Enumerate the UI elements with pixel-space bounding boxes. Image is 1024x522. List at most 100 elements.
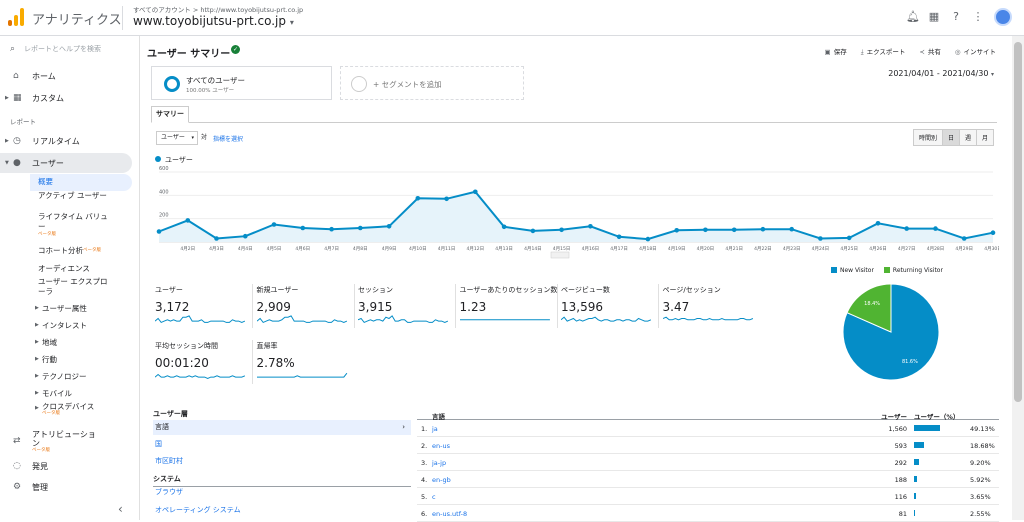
account-breadcrumb[interactable]: すべてのアカウント > http://www.toyobijutsu-prt.c…	[133, 6, 304, 14]
sidebar-item-custom[interactable]: ▶ ▦ カスタム	[5, 93, 64, 103]
data-point	[214, 236, 219, 241]
metric-tile[interactable]: ユーザーあたりのセッション数 1.23	[459, 284, 560, 328]
metric-selector[interactable]: ユーザー ▾	[156, 131, 198, 145]
data-point	[933, 226, 938, 231]
visitor-pie-chart: 81.6% 18.4%	[842, 283, 940, 381]
metric-tile[interactable]: ページビュー数 13,596	[561, 284, 661, 328]
report-actions: ▣ 保存 ⤓ エクスポート ≺ 共有 ◎ インサイト	[825, 46, 996, 57]
data-point	[444, 196, 449, 202]
scrollbar-thumb[interactable]	[1014, 42, 1022, 402]
language-link[interactable]: en-gb	[432, 476, 451, 484]
x-tick-label: 4月24日	[812, 246, 830, 252]
sidebar-item-geo[interactable]: ▶ 地域	[35, 338, 57, 347]
data-point	[674, 228, 679, 233]
sidebar-item-users[interactable]: ▼ ● ユーザー	[0, 153, 132, 173]
sidebar-item-realtime[interactable]: ▶ ◷ リアルタイム	[5, 136, 80, 146]
sidebar-item-technology[interactable]: ▶ テクノロジー	[35, 372, 87, 381]
language-link[interactable]: c	[432, 493, 436, 501]
collapse-sidebar-icon[interactable]: ‹	[118, 502, 123, 516]
granularity-day[interactable]: 日	[942, 130, 960, 145]
legend-swatch	[883, 267, 890, 273]
granularity-week[interactable]: 週	[959, 130, 977, 145]
users-pct: 18.68%	[970, 442, 995, 450]
sidebar-item-active-users[interactable]: アクティブ ユーザー	[38, 191, 107, 200]
date-range-value: 2021/04/01 - 2021/04/30	[888, 69, 989, 78]
apps-grid-icon[interactable]: ▦	[928, 10, 940, 23]
x-tick-label: 4月23日	[783, 246, 801, 252]
sidebar-item-cross-device[interactable]: ▶ クロスデバイス ベータ版	[35, 402, 95, 416]
x-tick-label: 4月11日	[438, 246, 456, 252]
users-pct: 5.92%	[970, 476, 991, 484]
export-button[interactable]: ⤓ エクスポート	[860, 48, 906, 56]
save-button[interactable]: ▣ 保存	[824, 48, 847, 56]
y-tick-label: 400	[159, 189, 169, 195]
chevron-down-icon: ▾	[990, 71, 994, 78]
sidebar-item-lifetime-value[interactable]: ライフタイム バリュー ベータ版	[38, 212, 108, 237]
users-count: 1,560	[888, 425, 907, 433]
divider	[122, 6, 123, 30]
help-icon[interactable]: ?	[953, 10, 959, 23]
col-users[interactable]: ユーザー	[881, 413, 907, 421]
main-content: ユーザー サマリー ✓ ▣ 保存 ⤓ エクスポート ≺ 共有 ◎ インサイト すべてのユ…	[141, 36, 1012, 522]
analytics-logo[interactable]	[8, 8, 24, 26]
metric-tile[interactable]: 平均セッション時間 00:01:20	[155, 340, 255, 384]
sidebar-item-cohort[interactable]: コホート分析ベータ版	[38, 246, 101, 255]
search-input[interactable]: レポートとヘルプを検索	[24, 45, 102, 53]
dimension-country[interactable]: 国	[155, 440, 162, 448]
metric-value: 2.78%	[256, 356, 295, 370]
language-link[interactable]: ja-jp	[432, 459, 447, 467]
caret-right-icon: ▶	[35, 405, 39, 411]
row-index: 2.	[421, 442, 428, 450]
sidebar-search[interactable]: ⌕ レポートとヘルプを検索	[10, 44, 101, 54]
metric-tile[interactable]: 直帰率 2.78%	[256, 340, 357, 384]
sidebar-item-user-explorer[interactable]: ユーザー エクスプローラ	[38, 277, 108, 296]
date-range-picker[interactable]: 2021/04/01 - 2021/04/30 ▾	[888, 69, 994, 78]
dimension-browser[interactable]: ブラウザ	[155, 488, 183, 496]
beta-badge: ベータ版	[42, 411, 60, 416]
x-tick-label: 4月2日	[180, 246, 195, 252]
language-link[interactable]: en-us	[432, 442, 450, 450]
page-scrollbar[interactable]	[1012, 36, 1024, 520]
add-segment-button[interactable]: + セグメントを追加	[340, 66, 524, 100]
sidebar-item-behavior[interactable]: ▶ 行動	[35, 355, 57, 364]
metric-sparkline	[256, 315, 347, 324]
insights-button[interactable]: ◎ インサイト	[954, 48, 996, 56]
attribution-icon: ⇄	[13, 436, 21, 446]
granularity-month[interactable]: 月	[976, 130, 993, 145]
granularity-hour[interactable]: 時間別	[913, 130, 943, 145]
series-area	[159, 191, 993, 242]
segment-all-users[interactable]: すべてのユーザー 100.00% ユーザー	[151, 66, 332, 100]
account-selector[interactable]: www.toyobijutsu-prt.co.jp ▾	[133, 14, 294, 28]
dimension-os[interactable]: オペレーティング システム	[155, 506, 241, 514]
sidebar-item-user-attributes[interactable]: ▶ ユーザー属性	[35, 304, 87, 313]
tab-summary[interactable]: サマリー	[151, 106, 189, 123]
metric-tile[interactable]: セッション 3,915	[358, 284, 458, 328]
metric-label: ユーザーあたりのセッション数	[459, 286, 558, 294]
app-title: アナリティクス	[32, 13, 122, 28]
sidebar-item-mobile[interactable]: ▶ モバイル	[35, 389, 72, 398]
more-vert-icon[interactable]: ⋮	[972, 10, 984, 23]
data-point	[243, 233, 248, 239]
pick-metric-link[interactable]: 指標を選択	[213, 136, 244, 143]
x-tick-label: 4月6日	[295, 246, 310, 252]
sidebar-item-overview[interactable]: 概要	[30, 174, 132, 191]
share-button[interactable]: ≺ 共有	[919, 48, 941, 56]
sidebar-item-attribution[interactable]: ⇄ アトリビューション ベータ版	[0, 428, 132, 454]
sidebar-item-admin[interactable]: ⚙ 管理	[13, 482, 48, 492]
sidebar-item-discover[interactable]: ◌ 発見	[13, 461, 48, 471]
metric-tile[interactable]: ユーザー 3,172	[155, 284, 255, 328]
sidebar-item-interests[interactable]: ▶ インタレスト	[35, 321, 87, 330]
language-link[interactable]: ja	[432, 425, 438, 433]
dimension-city[interactable]: 市区町村	[155, 457, 183, 465]
metric-tile[interactable]: 新規ユーザー 2,909	[256, 284, 357, 328]
sidebar-item-audiences[interactable]: オーディエンス	[38, 264, 90, 273]
dimension-language[interactable]: 言語	[153, 420, 411, 435]
segment-name: すべてのユーザー	[186, 76, 246, 85]
metric-label: ページ/セッション	[662, 286, 721, 294]
metric-tile[interactable]: ページ/セッション 3.47	[662, 284, 763, 328]
bell-icon[interactable]: 🔔︎	[906, 10, 920, 23]
data-point	[415, 196, 421, 201]
language-link[interactable]: en-us.utf-8	[432, 510, 468, 518]
avatar[interactable]	[994, 8, 1012, 26]
sidebar-item-home[interactable]: ⌂ ホーム	[13, 71, 56, 81]
